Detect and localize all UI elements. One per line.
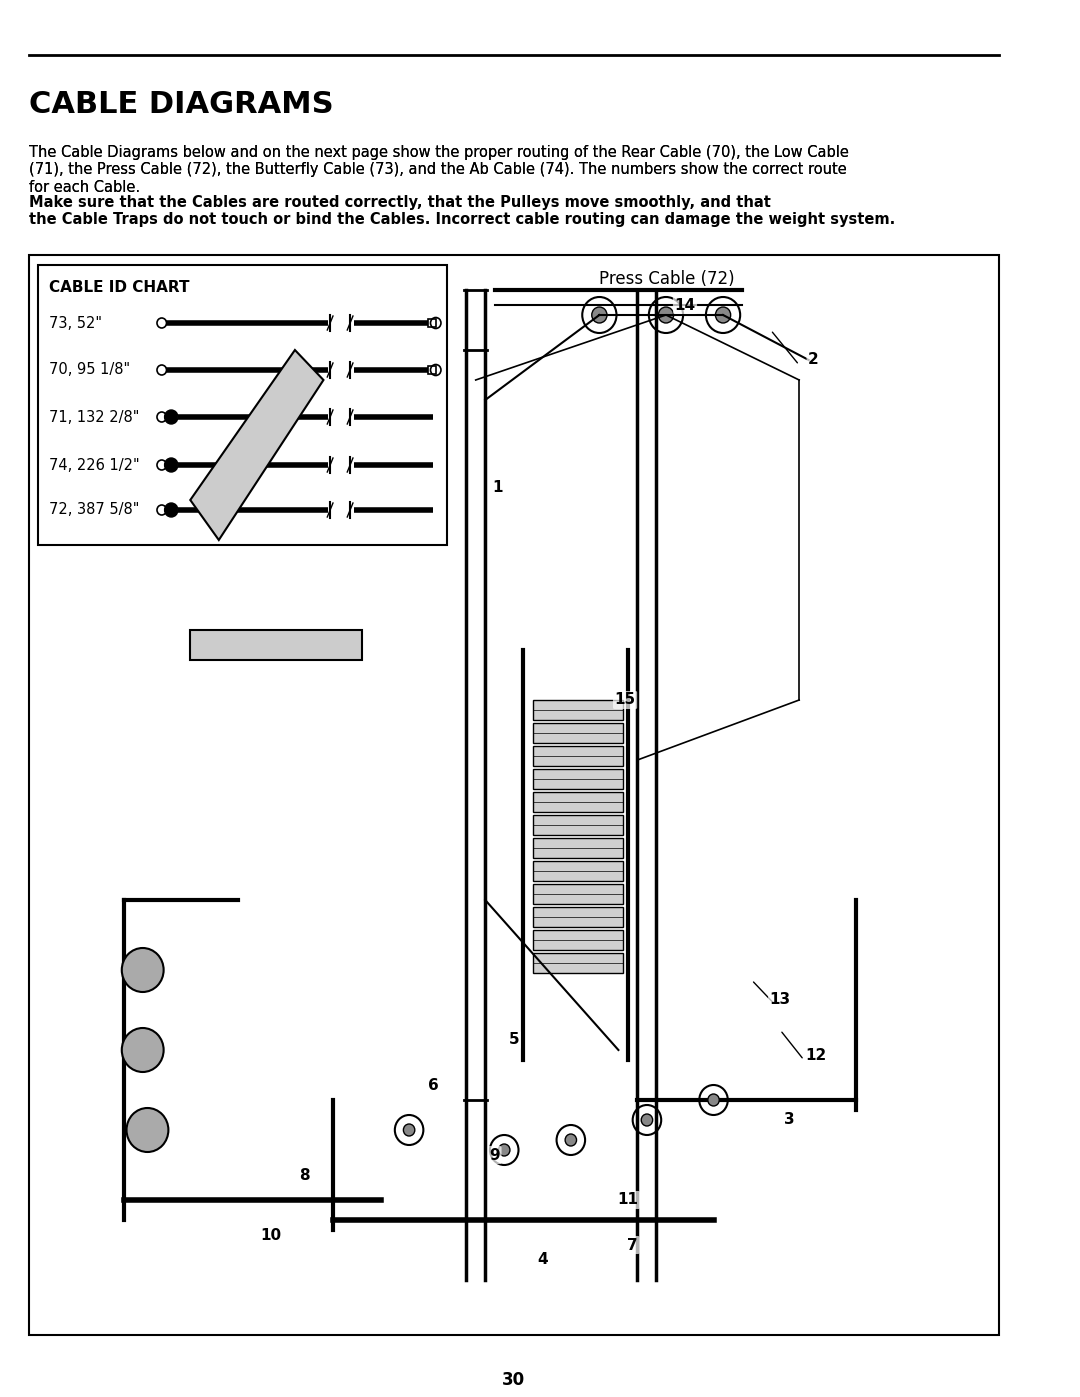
Text: 11: 11 (618, 1193, 638, 1207)
Text: 3: 3 (784, 1112, 795, 1127)
Bar (532, 792, 623, 812)
Circle shape (499, 1144, 510, 1155)
Bar (532, 838, 623, 858)
Text: 9: 9 (489, 1147, 500, 1162)
Circle shape (164, 503, 178, 517)
Text: 5: 5 (509, 1032, 519, 1048)
Polygon shape (190, 351, 324, 541)
Circle shape (126, 1108, 168, 1153)
Text: 2: 2 (808, 352, 819, 367)
Circle shape (707, 1094, 719, 1106)
Bar (428, 366, 435, 374)
Text: 14: 14 (674, 298, 696, 313)
Circle shape (122, 949, 164, 992)
Circle shape (659, 307, 674, 323)
Text: CABLE ID CHART: CABLE ID CHART (50, 279, 190, 295)
Text: The Cable Diagrams below and on the next page show the proper routing of the Rea: The Cable Diagrams below and on the next… (28, 145, 849, 194)
Bar (38, 265, 447, 545)
Circle shape (642, 1113, 652, 1126)
Bar (532, 700, 623, 719)
Text: 73, 52": 73, 52" (50, 316, 103, 331)
Bar (532, 814, 623, 835)
Bar (532, 907, 623, 928)
Text: 12: 12 (806, 1048, 827, 1063)
Text: 1: 1 (492, 481, 503, 496)
Text: CABLE DIAGRAMS: CABLE DIAGRAMS (28, 89, 333, 119)
Text: 4: 4 (537, 1253, 548, 1267)
Bar (532, 861, 623, 882)
Bar (532, 930, 623, 950)
Text: 8: 8 (299, 1168, 310, 1182)
Text: 74, 226 1/2": 74, 226 1/2" (50, 457, 140, 472)
Bar (532, 953, 623, 972)
Text: 15: 15 (615, 693, 636, 707)
Text: Press Cable (72): Press Cable (72) (599, 270, 735, 288)
Text: 30: 30 (502, 1370, 525, 1389)
Circle shape (164, 458, 178, 472)
Bar (28, 256, 999, 1336)
Text: 10: 10 (260, 1228, 282, 1242)
Text: 71, 132 2/8": 71, 132 2/8" (50, 409, 139, 425)
Circle shape (122, 1028, 164, 1071)
Circle shape (164, 409, 178, 425)
Text: Make sure that the Cables are routed correctly, that the Pulleys move smoothly, : Make sure that the Cables are routed cor… (28, 196, 895, 228)
Text: 13: 13 (770, 992, 791, 1007)
Text: 7: 7 (627, 1238, 638, 1253)
Circle shape (592, 307, 607, 323)
Bar (532, 724, 623, 743)
Bar (532, 884, 623, 904)
Circle shape (715, 307, 731, 323)
Bar (428, 319, 435, 327)
Circle shape (565, 1134, 577, 1146)
Bar (532, 768, 623, 789)
Text: The Cable Diagrams below and on the next page show the proper routing of the Rea: The Cable Diagrams below and on the next… (28, 145, 849, 194)
Bar (532, 746, 623, 766)
Text: 70, 95 1/8": 70, 95 1/8" (50, 362, 131, 377)
Circle shape (404, 1125, 415, 1136)
Text: 6: 6 (428, 1077, 438, 1092)
Text: 72, 387 5/8": 72, 387 5/8" (50, 503, 139, 517)
Polygon shape (190, 630, 362, 659)
